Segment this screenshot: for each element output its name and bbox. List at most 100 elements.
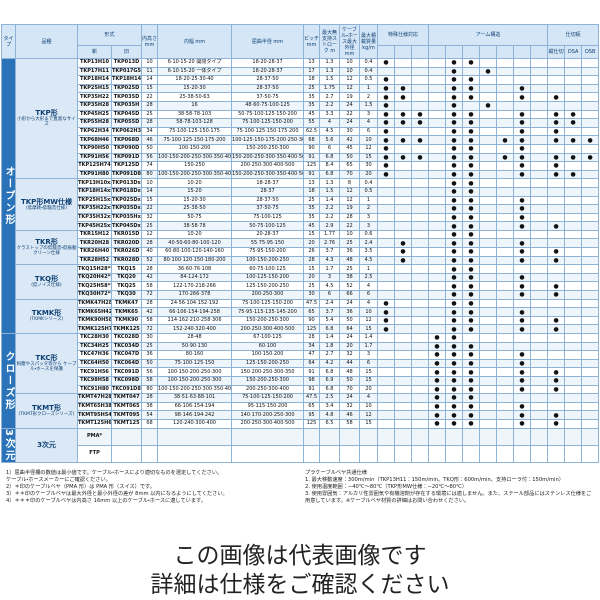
table-cell: 28·48 — [157, 333, 233, 343]
dot-cell — [564, 221, 583, 231]
dot: ● — [383, 162, 389, 170]
table-cell: 3 — [359, 212, 379, 223]
table-cell: TKP045DxxM — [110, 221, 143, 231]
dot: ● — [485, 102, 491, 110]
dot-cell — [479, 444, 498, 463]
dot: ● — [519, 256, 525, 264]
table-cell: 54 — [141, 410, 159, 420]
dot-cell — [513, 333, 532, 343]
table-cell: 25 — [303, 83, 321, 94]
dot-cell — [411, 212, 430, 223]
dot: ● — [553, 420, 559, 428]
dot-cell: ● — [462, 264, 481, 274]
dot-cell — [428, 118, 447, 128]
dot: ● — [383, 110, 389, 118]
dot-cell — [394, 367, 413, 377]
table-cell: 125·150·200·250 — [231, 358, 305, 369]
table-cell: 58·78·103·128 — [157, 118, 233, 128]
table-cell: TKQ25 — [110, 281, 143, 292]
table-cell: 30 — [359, 161, 379, 171]
dot-cell — [530, 169, 549, 180]
dot-cell: ● — [462, 58, 481, 68]
dot-cell — [394, 307, 413, 317]
dot-cell — [428, 298, 447, 309]
dot-cell: ● — [428, 341, 447, 352]
dot: ● — [451, 85, 457, 93]
dot-cell: ● — [547, 118, 566, 128]
dot: ● — [468, 385, 474, 393]
table-cell: TKC47H36 — [77, 350, 112, 360]
table-cell: TKP013D — [110, 58, 143, 68]
table-cell: 1.3 — [319, 66, 341, 77]
dot: ● — [570, 153, 576, 161]
dot: ● — [434, 385, 440, 393]
header-cell: タイプ — [1, 24, 16, 59]
dot: ● — [468, 128, 474, 136]
dot-cell — [513, 298, 532, 309]
dot-cell — [428, 255, 447, 266]
dot-cell — [411, 290, 430, 300]
dot: ● — [519, 291, 525, 299]
table-cell: TKR20H28 — [77, 238, 112, 249]
dot-cell: ● — [445, 384, 464, 395]
dot-cell — [530, 83, 549, 94]
dot-cell — [496, 118, 515, 128]
table-cell: 38·51·63·88·101 — [157, 393, 233, 403]
dot-cell — [564, 195, 583, 206]
dot-cell — [394, 204, 413, 214]
table-cell: TKC91H80 — [77, 384, 112, 395]
table-cell: 38·58·78·103 — [157, 109, 233, 120]
dot: ● — [553, 282, 559, 290]
table-cell: TKC64H50 — [77, 358, 112, 369]
dot-cell: ● — [445, 281, 464, 292]
dot-cell: ● — [513, 169, 532, 180]
table-cell: 2 — [359, 92, 379, 102]
dot-cell — [513, 178, 532, 188]
table-cell: 50 — [141, 143, 159, 154]
table-row: TKP91H80 TKP091D80 80 100·150·200·250·300·3… — [2, 169, 600, 180]
table-cell: 15 — [141, 83, 159, 94]
dot-cell — [411, 255, 430, 266]
dot-cell: ● — [445, 75, 464, 85]
table-row: TKC34H25 TKC034D 25 50·90·130 60·100 34 1.8 20 1… — [2, 341, 600, 352]
table-cell: 12 — [359, 315, 379, 326]
dot-cell — [496, 281, 515, 292]
dot-cell: ● — [377, 324, 396, 334]
dot-cell — [564, 350, 583, 360]
dot-cell: ● — [462, 75, 481, 85]
dot-cell — [564, 298, 583, 309]
dot-cell — [377, 367, 396, 377]
dot-cell — [411, 315, 430, 326]
table-row: TKMT125H68TKMT12568120·240·300·400200·25… — [2, 418, 600, 429]
table-cell: 58 — [339, 418, 361, 429]
dot: ● — [451, 411, 457, 419]
table-cell: 150·200·250·300·350 — [231, 367, 305, 377]
table-cell: 47.5 — [303, 298, 321, 309]
dot: ● — [468, 256, 474, 264]
dot: ● — [468, 171, 474, 179]
dot-cell — [479, 315, 498, 326]
dot-cell — [496, 375, 515, 386]
dot-cell — [479, 118, 498, 128]
dot-cell — [547, 195, 566, 206]
dot-cell — [496, 92, 515, 102]
table-cell: 72 — [141, 290, 159, 300]
dot-cell — [394, 427, 413, 446]
dot-cell: ● — [513, 367, 532, 377]
dot-cell — [428, 272, 447, 283]
table-cell: 25 — [303, 281, 321, 292]
table-cell: 1.3 — [319, 178, 341, 188]
table-cell: 16 — [157, 100, 233, 111]
dot-cell: ● — [462, 358, 481, 369]
dot-cell: ● — [581, 152, 600, 163]
table-cell: 12 — [141, 229, 159, 240]
dot: ● — [519, 196, 525, 204]
dot-cell — [496, 418, 515, 429]
dot: ● — [468, 136, 474, 144]
dot-cell: ● — [377, 161, 396, 171]
table-cell: 24 — [339, 118, 361, 128]
table-cell: 14 — [141, 186, 159, 197]
dot: ● — [468, 162, 474, 170]
dot-cell — [479, 161, 498, 171]
note-line: 2. 使用温度範囲：−40℃〜80℃（TKP形MW仕様：−20℃〜80℃） — [305, 484, 468, 490]
